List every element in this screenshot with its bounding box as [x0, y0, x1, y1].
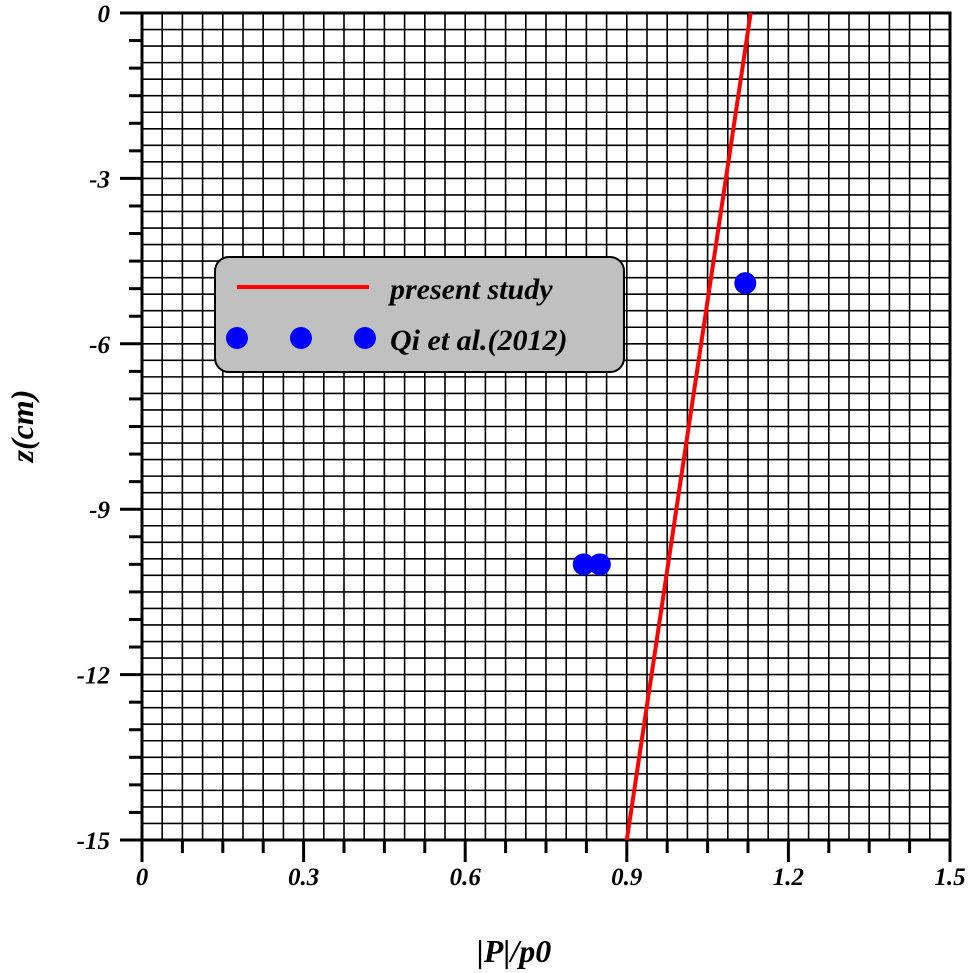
legend-marker-swatch: [290, 327, 312, 349]
data-point-qi-et-al: [734, 272, 757, 295]
legend-label-qi-et-al: Qi et al.(2012): [390, 324, 567, 357]
x-tick-label: 0: [136, 864, 149, 891]
legend-marker-swatch: [226, 327, 248, 349]
axes: [120, 11, 952, 862]
x-tick-label: 1.5: [934, 864, 965, 891]
legend-label-present-study: present study: [387, 273, 553, 306]
series: [572, 12, 757, 841]
y-tick-label: -15: [77, 828, 110, 855]
y-tick-label: 0: [98, 1, 111, 28]
y-tick-label: -3: [89, 166, 110, 193]
y-tick-label: -9: [89, 497, 110, 524]
y-axis-title: z(cm): [4, 390, 40, 464]
x-tick-label: 1.2: [773, 864, 804, 891]
y-tick-label: -6: [89, 332, 110, 359]
data-point-qi-et-al: [588, 553, 611, 576]
legend-marker-swatch: [354, 327, 376, 349]
x-tick-label: 0.9: [611, 864, 643, 891]
series-line-present-study: [624, 12, 753, 841]
y-tick-label: -12: [77, 663, 110, 690]
x-axis-title: |P|/p0: [477, 933, 552, 969]
legend: present study Qi et al.(2012): [214, 256, 625, 373]
tick-labels: 0 0.3 0.6 0.9 1.2 1.5 0 -3 -6 -9 -12 -15: [77, 1, 966, 891]
x-tick-label: 0.3: [288, 864, 319, 891]
x-tick-label: 0.6: [450, 864, 482, 891]
grid: [142, 13, 950, 840]
data-point-qi-et-al: [572, 553, 595, 576]
